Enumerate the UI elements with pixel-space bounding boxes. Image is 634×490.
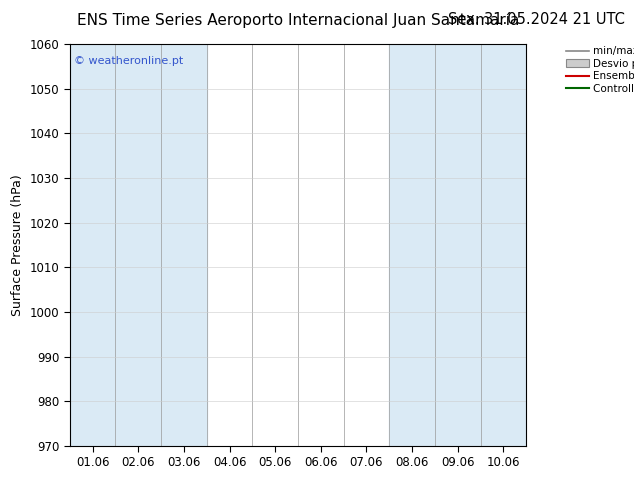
Bar (481, 44, 526, 446)
Bar (115, 44, 161, 446)
Bar (435, 44, 481, 446)
Legend: min/max, Desvio padr tilde;o, Ensemble mean run, Controll run: min/max, Desvio padr tilde;o, Ensemble m… (564, 44, 634, 96)
Bar (389, 44, 435, 446)
Text: ENS Time Series Aeroporto Internacional Juan Santamaría: ENS Time Series Aeroporto Internacional … (77, 12, 519, 28)
Text: © weatheronline.pt: © weatheronline.pt (74, 56, 184, 66)
Text: Sex. 31.05.2024 21 UTC: Sex. 31.05.2024 21 UTC (448, 12, 624, 27)
Bar (161, 44, 207, 446)
Bar (70, 44, 115, 446)
Y-axis label: Surface Pressure (hPa): Surface Pressure (hPa) (11, 174, 24, 316)
